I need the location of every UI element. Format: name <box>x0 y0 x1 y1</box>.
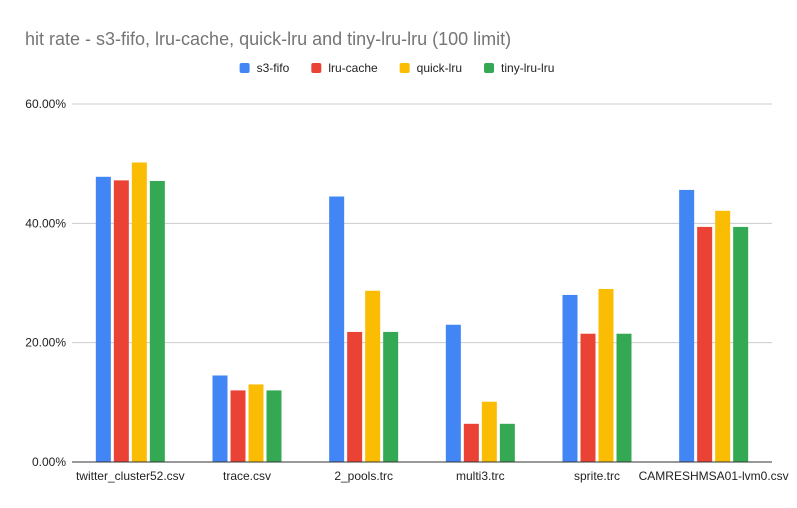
bar-s3-fifo-2 <box>329 196 345 462</box>
bar-tiny-lru-lru-3 <box>499 423 515 462</box>
bar-s3-fifo-4 <box>562 294 578 462</box>
legend-swatch <box>484 63 495 73</box>
y-tick-label: 60.00% <box>25 97 66 111</box>
legend-swatch <box>239 63 250 73</box>
legend-label: quick-lru <box>417 61 462 75</box>
bar-quick-lru-1 <box>248 384 264 462</box>
x-tick-label: trace.csv <box>223 469 271 483</box>
legend: s3-fifo lru-cache quick-lru tiny-lru-lru <box>239 61 554 75</box>
legend-swatch <box>399 63 410 73</box>
y-tick-label: 20.00% <box>25 336 66 350</box>
legend-label: lru-cache <box>328 61 378 75</box>
bar-lru-cache-1 <box>230 390 246 462</box>
bar-quick-lru-4 <box>598 288 614 462</box>
x-axis-ticks: twitter_cluster52.csv trace.csv 2_pools.tr… <box>76 469 789 483</box>
bar-quick-lru-5 <box>715 210 731 462</box>
legend-label: s3-fifo <box>257 61 290 75</box>
bar-quick-lru-0 <box>131 162 147 462</box>
bar-s3-fifo-1 <box>212 375 228 462</box>
bar-tiny-lru-lru-0 <box>149 180 165 462</box>
bar-quick-lru-3 <box>481 401 497 462</box>
gridlines <box>72 103 772 344</box>
x-tick-label: sprite.trc <box>574 469 620 483</box>
y-axis-ticks: 0.00% 20.00% 40.00% 60.00% <box>25 97 66 469</box>
bar-lru-cache-4 <box>580 333 596 462</box>
bar-lru-cache-5 <box>697 226 713 462</box>
x-tick-label: multi3.trc <box>456 469 505 483</box>
x-tick-label: CAMRESHMSA01-lvm0.csv <box>639 469 789 483</box>
bar-lru-cache-2 <box>347 331 363 462</box>
bars <box>95 162 749 463</box>
y-tick-label: 0.00% <box>32 455 66 469</box>
y-tick-label: 40.00% <box>25 216 66 230</box>
bar-s3-fifo-5 <box>679 189 695 463</box>
bar-s3-fifo-0 <box>95 176 111 462</box>
bar-lru-cache-0 <box>113 180 129 462</box>
bar-lru-cache-3 <box>463 423 479 462</box>
bar-s3-fifo-3 <box>445 324 461 462</box>
legend-label: tiny-lru-lru <box>501 61 554 75</box>
x-tick-label: twitter_cluster52.csv <box>76 469 185 483</box>
bar-tiny-lru-lru-5 <box>733 226 749 462</box>
bar-tiny-lru-lru-4 <box>616 333 632 462</box>
chart-title: hit rate - s3-fifo, lru-cache, quick-lru… <box>25 29 511 49</box>
bar-tiny-lru-lru-2 <box>383 331 399 462</box>
x-tick-label: 2_pools.trc <box>334 469 393 483</box>
legend-swatch <box>311 63 322 73</box>
bar-tiny-lru-lru-1 <box>266 390 282 462</box>
bar-quick-lru-2 <box>365 290 381 462</box>
